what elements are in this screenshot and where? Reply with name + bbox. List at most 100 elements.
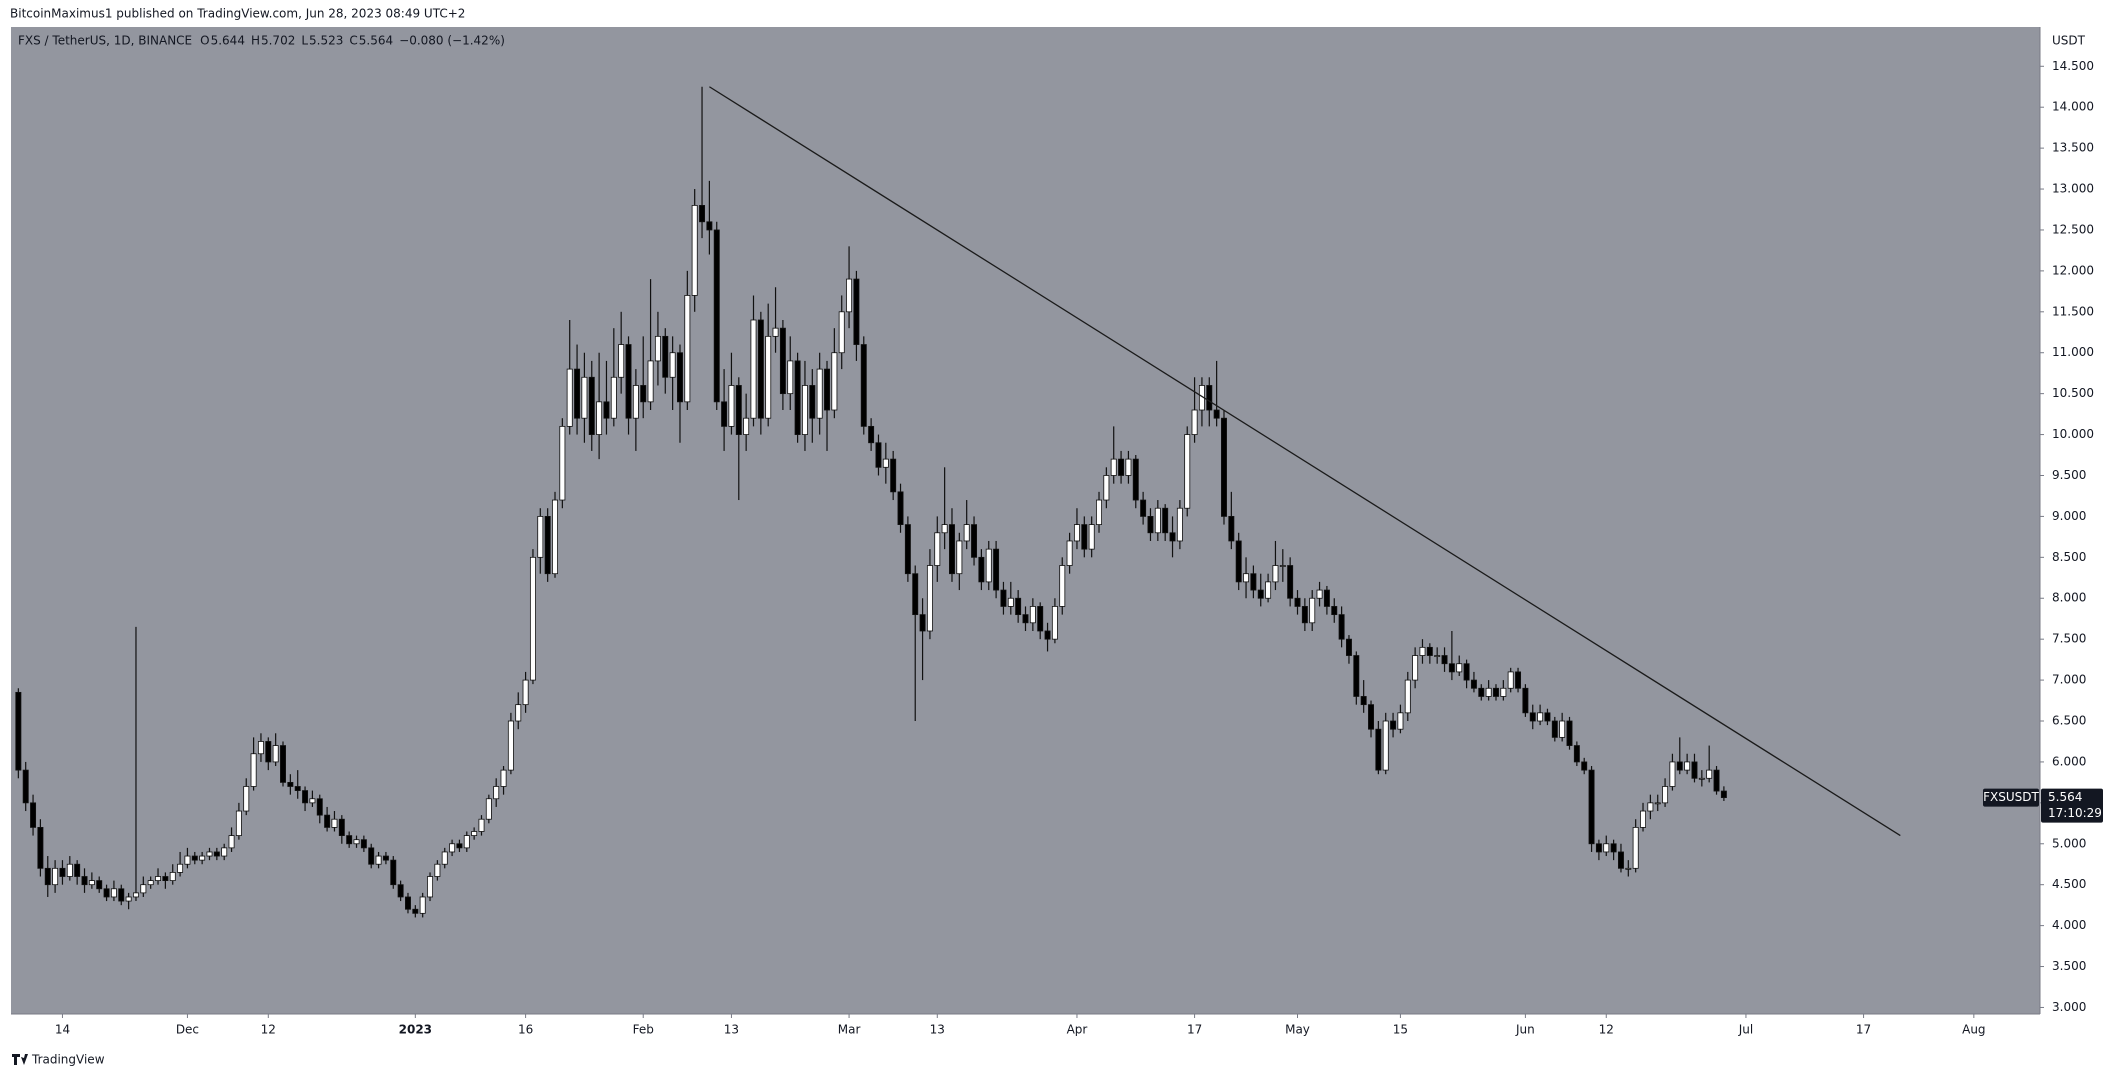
y-tick-label: 8.000 bbox=[2052, 591, 2086, 605]
candle-body bbox=[772, 327, 779, 337]
candle-body bbox=[1654, 802, 1661, 805]
candle-body bbox=[22, 769, 29, 804]
candle-body bbox=[1544, 712, 1551, 722]
candle-body bbox=[1140, 499, 1147, 517]
candle-body bbox=[449, 843, 456, 853]
x-tick-label: 15 bbox=[1393, 1023, 1408, 1037]
candle-body bbox=[250, 753, 257, 787]
candle-body bbox=[765, 335, 772, 419]
candle-body bbox=[1154, 507, 1161, 534]
candle-body bbox=[1610, 843, 1617, 853]
candle-body bbox=[522, 679, 529, 706]
candle-body bbox=[162, 876, 169, 881]
legend-letter: L bbox=[301, 34, 308, 48]
candle-body bbox=[978, 556, 985, 583]
candle-body bbox=[405, 896, 411, 910]
candle-body bbox=[1228, 516, 1235, 542]
candle-body bbox=[529, 556, 536, 681]
candle-body bbox=[919, 614, 926, 632]
candle-body bbox=[1287, 565, 1294, 599]
candle-body bbox=[1243, 573, 1250, 583]
candle-body bbox=[1235, 540, 1242, 583]
candle-body bbox=[1221, 417, 1227, 517]
candle-body bbox=[412, 908, 419, 914]
candle-body bbox=[213, 851, 220, 857]
candle-body bbox=[96, 880, 103, 890]
candle-body bbox=[1015, 597, 1022, 616]
candle-body bbox=[221, 847, 228, 857]
candle-body bbox=[1000, 589, 1007, 607]
x-tick-label: 13 bbox=[724, 1023, 739, 1037]
legend-change: −0.080 (−1.42%) bbox=[399, 34, 505, 48]
candle-body bbox=[338, 818, 345, 836]
candle-body bbox=[831, 352, 838, 411]
candle-body bbox=[875, 442, 882, 468]
candle-body bbox=[1294, 597, 1301, 607]
candle-body bbox=[1691, 761, 1698, 779]
candle-body bbox=[1412, 655, 1419, 681]
candle-body bbox=[757, 319, 764, 419]
y-tick-label: 7.500 bbox=[2052, 632, 2086, 646]
legend-title: FXS / TetherUS, 1D, BINANCE bbox=[18, 34, 192, 48]
candle-body bbox=[647, 360, 654, 403]
candle-body bbox=[669, 352, 676, 378]
x-tick-label: Aug bbox=[1962, 1023, 1985, 1037]
candle-body bbox=[596, 401, 603, 435]
candle-body bbox=[140, 884, 147, 894]
candle-body bbox=[1037, 606, 1044, 632]
candle-body bbox=[801, 385, 808, 435]
candle-body bbox=[1368, 704, 1374, 730]
candle-body bbox=[1029, 606, 1036, 624]
candle-body bbox=[735, 385, 742, 435]
y-tick-label: 12.500 bbox=[2052, 222, 2094, 236]
candle-body bbox=[699, 205, 706, 223]
candle-body bbox=[544, 516, 551, 575]
candle-body bbox=[1522, 687, 1529, 714]
trendline bbox=[709, 86, 1901, 837]
candle-body bbox=[1581, 761, 1588, 771]
candle-body bbox=[1110, 458, 1117, 476]
x-tick-label: Mar bbox=[838, 1023, 861, 1037]
candle-body bbox=[287, 781, 294, 787]
candle-body bbox=[1537, 712, 1544, 722]
candle-body bbox=[1088, 524, 1095, 550]
candle-body bbox=[1617, 851, 1624, 869]
candle-body bbox=[1081, 524, 1088, 550]
candle-body bbox=[30, 802, 37, 828]
y-tick-label: 13.500 bbox=[2052, 141, 2094, 155]
candle-body bbox=[1390, 720, 1397, 730]
y-tick-label: 5.000 bbox=[2052, 836, 2086, 850]
legend-value: 5.644 bbox=[211, 34, 245, 48]
candle-body bbox=[1500, 687, 1507, 697]
candle-body bbox=[1706, 769, 1713, 779]
price-tag-value: 5.564 bbox=[2048, 790, 2082, 804]
candle-body bbox=[103, 888, 110, 898]
candle-body bbox=[1573, 745, 1580, 763]
candle-body bbox=[125, 896, 132, 902]
x-tick-label: Feb bbox=[633, 1023, 654, 1037]
candle-body bbox=[684, 295, 691, 403]
candle-body bbox=[1184, 434, 1191, 509]
candle-body bbox=[816, 368, 823, 419]
candle-body bbox=[184, 855, 191, 865]
candle-body bbox=[1448, 663, 1455, 673]
x-tick-label: May bbox=[1285, 1023, 1310, 1037]
candle-body bbox=[1353, 655, 1360, 697]
candle-body bbox=[662, 335, 669, 378]
candle-body bbox=[37, 827, 44, 869]
candle-body bbox=[1007, 597, 1014, 607]
candle-body bbox=[1493, 687, 1499, 697]
candle-body bbox=[956, 540, 963, 575]
candle-body bbox=[155, 876, 162, 881]
y-tick-label: 14.500 bbox=[2052, 59, 2094, 73]
candle-body bbox=[1603, 843, 1610, 853]
y-tick-label: 14.000 bbox=[2052, 100, 2094, 114]
candle-body bbox=[74, 863, 81, 877]
y-tick-label: 3.500 bbox=[2052, 959, 2086, 973]
candle-body bbox=[1404, 679, 1411, 714]
x-tick-label: 17 bbox=[1187, 1023, 1202, 1037]
candle-body bbox=[1426, 646, 1433, 656]
candle-body bbox=[853, 278, 860, 345]
candle-body bbox=[1595, 843, 1602, 853]
candle-body bbox=[1456, 663, 1463, 673]
